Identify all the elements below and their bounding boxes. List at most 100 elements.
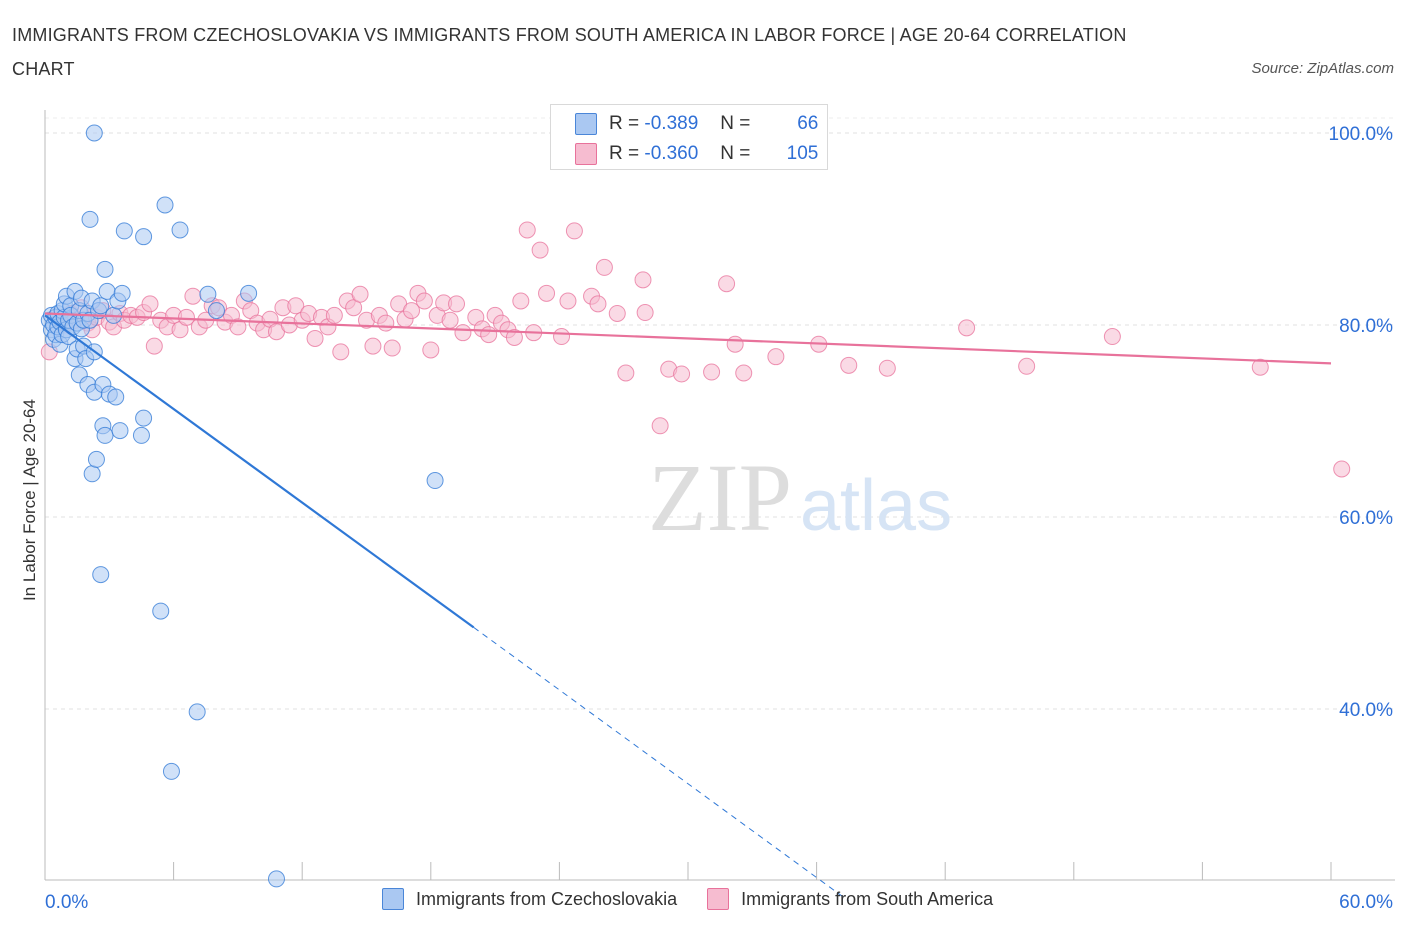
blue-swatch-icon (575, 113, 597, 135)
r-value: -0.360 (644, 143, 699, 164)
data-point (188, 703, 206, 721)
gridlines (45, 117, 1395, 710)
data-point (156, 196, 174, 214)
data-point (135, 409, 153, 427)
data-point (531, 241, 549, 259)
source-label: Source: ZipAtlas.com (1251, 60, 1394, 77)
r-value: -0.389 (644, 113, 699, 134)
data-point (636, 304, 654, 322)
data-point (426, 472, 444, 490)
y-tick-label: 60.0% (1339, 508, 1393, 529)
data-point (703, 363, 721, 381)
data-point (480, 326, 498, 344)
y-tick-label: 100.0% (1329, 124, 1394, 145)
data-point (726, 335, 744, 353)
legend-row-south-america: R = -0.360 N = 105 (575, 139, 818, 169)
data-point (184, 287, 202, 305)
data-point (364, 337, 382, 355)
correlation-legend: R = -0.389 N = 66 R = -0.360 N = 105 (550, 104, 828, 170)
data-point (673, 365, 691, 383)
data-point (287, 297, 305, 315)
data-point (207, 302, 225, 320)
data-point (505, 328, 523, 346)
pink-swatch-icon (575, 143, 597, 165)
n-value: 66 (797, 113, 819, 134)
x-tick-label-min: 0.0% (45, 892, 88, 913)
watermark-zip: ZIP (648, 444, 792, 551)
chart-title: IMMIGRANTS FROM CZECHOSLOVAKIA VS IMMIGR… (12, 25, 1127, 79)
data-point (332, 343, 350, 361)
series-legend: Immigrants from Czechoslovakia Immigrant… (382, 888, 1023, 910)
data-point (565, 222, 583, 240)
series-czechoslovakia (40, 124, 444, 888)
data-point (383, 339, 401, 357)
data-point (1333, 460, 1351, 478)
data-point (634, 271, 652, 289)
data-point (306, 329, 324, 347)
data-point (767, 348, 785, 366)
n-label: N = (720, 113, 751, 134)
data-point (171, 221, 189, 239)
data-point (840, 356, 858, 374)
data-point (617, 364, 635, 382)
trend-extension-blue (473, 626, 850, 902)
data-point (441, 311, 459, 329)
data-point (107, 388, 125, 406)
trend-lines (44, 312, 1332, 902)
data-point (115, 222, 133, 240)
data-point (1251, 358, 1269, 376)
data-point (403, 302, 421, 320)
pink-swatch-icon (707, 888, 730, 910)
data-point (229, 318, 247, 336)
data-point (92, 297, 110, 315)
data-point (538, 284, 556, 302)
data-point (377, 314, 395, 332)
data-point (448, 295, 466, 313)
data-point (83, 465, 101, 483)
n-value: 105 (786, 143, 819, 164)
data-point (240, 284, 258, 302)
data-point (96, 260, 114, 278)
data-point (199, 285, 217, 303)
legend-label: Immigrants from South America (741, 888, 994, 909)
data-point (162, 762, 180, 780)
data-point (113, 284, 131, 302)
data-point (135, 228, 153, 246)
y-tick-label: 40.0% (1339, 700, 1393, 721)
data-point (141, 295, 159, 313)
n-label: N = (720, 143, 751, 164)
data-point (152, 602, 170, 620)
data-point (718, 275, 736, 293)
data-point (267, 870, 285, 888)
data-point (145, 337, 163, 355)
data-point (132, 426, 150, 444)
watermark-atlas: atlas (800, 466, 952, 546)
data-point (81, 210, 99, 228)
legend-item-czechoslovakia: Immigrants from Czechoslovakia (382, 888, 677, 910)
data-point (735, 364, 753, 382)
data-point (96, 426, 114, 444)
tick-labels: 40.0% 60.0% 80.0% 100.0% 0.0% 60.0% (45, 124, 1393, 913)
legend-item-south-america: Immigrants from South America (707, 888, 993, 910)
data-point (608, 304, 626, 322)
data-point (553, 328, 571, 346)
data-point (1103, 328, 1121, 346)
x-tick-label-max: 60.0% (1339, 892, 1393, 913)
data-point (878, 359, 896, 377)
data-point (92, 566, 110, 584)
data-point (111, 422, 129, 440)
data-point (454, 324, 472, 342)
data-point (87, 450, 105, 468)
data-point (595, 258, 613, 276)
data-point (518, 221, 536, 239)
data-point (512, 292, 530, 310)
data-point (589, 295, 607, 313)
r-label: R = (609, 143, 640, 164)
y-tick-label: 80.0% (1339, 316, 1393, 337)
series-south-america (40, 221, 1351, 478)
data-point (325, 306, 343, 324)
data-point (177, 308, 195, 326)
trend-line-blue (44, 314, 475, 629)
legend-row-czechoslovakia: R = -0.389 N = 66 (575, 109, 818, 139)
